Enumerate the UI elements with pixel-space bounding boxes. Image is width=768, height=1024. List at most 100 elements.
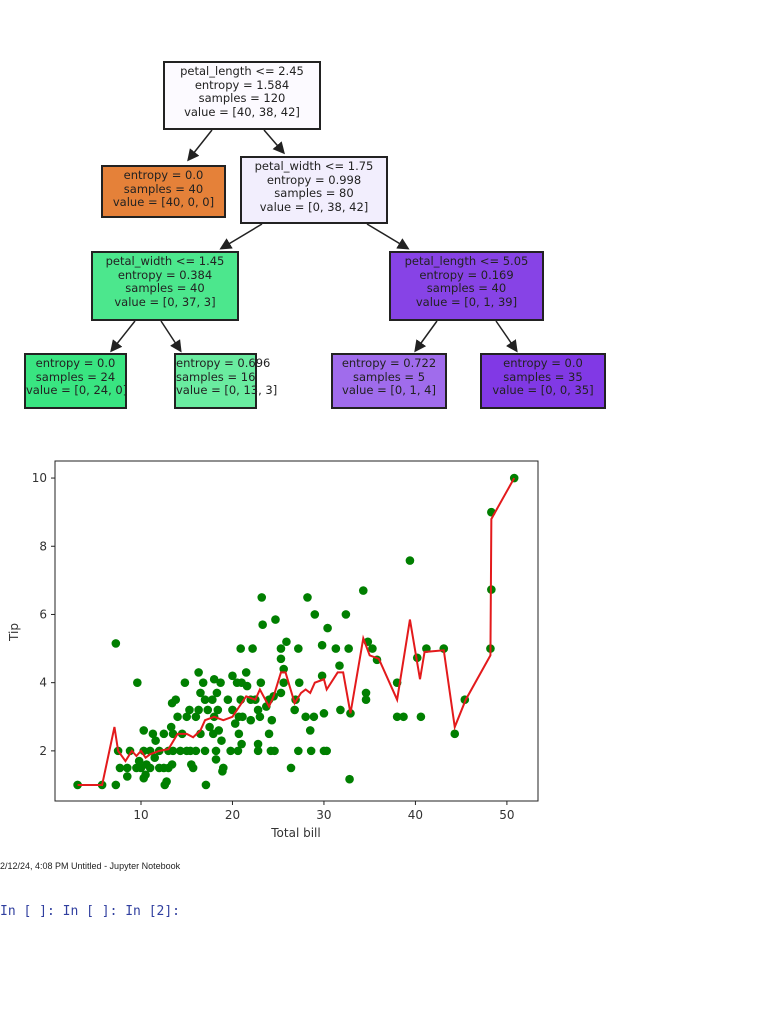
scatter-point	[276, 644, 286, 653]
scatter-point	[191, 712, 201, 722]
scatter-point	[211, 755, 221, 764]
scatter-point	[122, 772, 132, 781]
scatter-point	[203, 705, 213, 715]
scatter-point	[180, 678, 190, 687]
scatter-point	[122, 763, 132, 773]
y-tick-label: 4	[39, 676, 47, 690]
tree-node-leaf: entropy = 0.722 samples = 5 value = [0, 1,…	[331, 353, 447, 409]
scatter-chart: 10 20 30 40 50 2 4 6 8 10 Total bill Tip	[7, 460, 539, 840]
scatter-point	[217, 736, 226, 745]
scatter-point	[294, 678, 304, 687]
x-tick-label: 30	[316, 808, 331, 822]
tree-node-line: value = [0, 37, 3]	[114, 294, 216, 309]
tree-node-line: value = [0, 1, 39]	[415, 294, 518, 309]
scatter-point	[148, 729, 158, 739]
scatter-point	[310, 610, 320, 619]
scatter-point	[323, 623, 332, 633]
scatter-point	[361, 695, 371, 705]
y-axis-label: Tip	[7, 623, 21, 642]
scatter-point	[198, 678, 208, 687]
scatter-point	[322, 746, 331, 756]
scatter-point	[176, 746, 185, 756]
tree-node-line: entropy = 0.384	[117, 267, 213, 282]
scatter-point	[253, 705, 263, 715]
y-tick-label: 2	[39, 744, 47, 758]
scatter-point	[242, 681, 252, 691]
scatter-point	[151, 736, 160, 745]
notebook-cell-prompts: In [ ]: In [ ]: In [2]:	[0, 904, 181, 919]
tree-node-line: petal_width <= 1.45	[105, 254, 225, 268]
scatter-point	[145, 763, 155, 773]
tree-node-line: entropy = 0.0	[123, 168, 204, 182]
scatter-point	[196, 688, 205, 698]
scatter-point	[276, 688, 286, 698]
scatter-point	[150, 753, 160, 762]
scatter-point	[238, 712, 247, 722]
tree-node-line: entropy = 0.998	[266, 172, 362, 187]
scatter-point	[509, 473, 519, 483]
scatter-point	[230, 719, 240, 728]
scatter-point	[248, 644, 257, 653]
scatter-point	[290, 705, 299, 715]
scatter-point	[276, 654, 286, 664]
scatter-point	[214, 726, 224, 735]
scatter-point	[125, 746, 135, 756]
tree-node-leaf: entropy = 0.0 samples = 24 value = [0, 24,…	[24, 353, 127, 409]
scatter-point	[358, 586, 368, 595]
axes-frame	[54, 460, 539, 802]
scatter-point	[309, 712, 319, 722]
tree-edges	[110, 129, 518, 353]
tree-node-line: petal_length <= 5.05	[404, 254, 529, 268]
tree-node-root: petal_length <= 2.45 entropy = 1.584 sampl…	[163, 61, 321, 130]
tree-edge	[366, 223, 410, 250]
tree-node-petal-width-1-45: petal_width <= 1.45 entropy = 0.384 sample…	[91, 251, 239, 321]
scatter-point	[294, 746, 303, 756]
scatter-point	[208, 695, 217, 705]
scatter-point	[162, 777, 171, 786]
scatter-point	[255, 712, 265, 722]
y-tick-label: 10	[32, 471, 47, 485]
scatter-point	[73, 780, 82, 790]
tree-edge	[414, 320, 438, 353]
tree-node-line: entropy = 0.0	[35, 356, 116, 370]
scatter-point	[282, 637, 291, 647]
scatter-point	[286, 763, 296, 773]
scatter-point	[317, 640, 327, 650]
scatter-point	[188, 763, 198, 773]
x-axis-label: Total bill	[270, 826, 320, 840]
scatter-point	[368, 644, 377, 653]
scatter-point	[212, 688, 222, 698]
scatter-point	[267, 715, 277, 725]
scatter-point	[141, 770, 150, 780]
tree-node-line: entropy = 0.169	[419, 267, 514, 282]
tree-node-line: samples = 40	[125, 281, 205, 295]
tree-edge	[263, 129, 285, 155]
tree-node-line: entropy = 1.584	[194, 77, 290, 92]
scatter-point	[341, 610, 351, 619]
tree-node-line: value = [0, 13, 3]	[176, 383, 278, 397]
scatter-point	[185, 705, 194, 715]
tree-node-petal-length-5-05: petal_length <= 5.05 entropy = 0.169 sampl…	[389, 251, 544, 321]
scatter-point	[159, 729, 169, 739]
scatter-point	[450, 729, 460, 739]
tree-node-line: samples = 40	[123, 181, 204, 196]
scatter-point	[405, 556, 415, 565]
tree-edge	[219, 223, 263, 250]
x-tick-label: 20	[225, 808, 240, 822]
tree-node-line: entropy = 0.722	[341, 356, 437, 370]
scatter-point	[182, 712, 192, 722]
scatter-point	[213, 705, 223, 715]
tree-node-line: petal_length <= 2.45	[180, 64, 304, 78]
tree-edge	[187, 129, 213, 162]
tree-node-line: value = [0, 38, 42]	[259, 199, 369, 214]
scatter-point	[166, 722, 176, 732]
tree-node-line: value = [0, 24, 0]	[26, 383, 128, 397]
scatter-point	[257, 593, 267, 602]
scatter-point	[317, 671, 327, 681]
tree-node-line: entropy = 0.696	[176, 356, 271, 370]
tree-edge	[160, 320, 182, 353]
scatter-point	[201, 780, 211, 790]
scatter-point	[234, 729, 244, 739]
scatter-point	[115, 763, 125, 773]
tree-edge	[495, 320, 518, 353]
